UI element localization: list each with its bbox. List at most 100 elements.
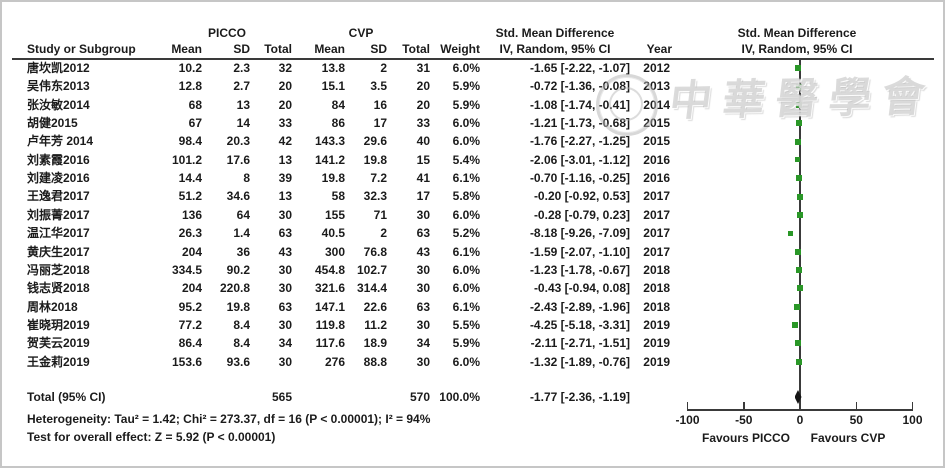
cell-total1: 43 xyxy=(278,244,292,259)
cell-ci: -0.43 [-0.94, 0.08] xyxy=(533,281,630,296)
cell-sd2: 11.2 xyxy=(364,317,387,332)
cell-sd2: 76.8 xyxy=(363,244,387,259)
cell-year: 2015 xyxy=(643,134,670,149)
cell-study: 吴伟东2013 xyxy=(27,79,90,94)
table-row: 刘振菁2017 136 64 30 155 71 30 6.0% -0.28 [-0.79, 0… xyxy=(2,206,943,225)
table-row: 胡健2015 67 14 33 86 17 33 6.0% -1.21 [-1.73, -0.6… xyxy=(2,114,943,133)
cell-mean1: 136 xyxy=(181,207,202,222)
cell-study: 冯丽芝2018 xyxy=(27,262,90,277)
cell-mean2: 13.8 xyxy=(321,61,345,75)
cell-sd1: 20.3 xyxy=(226,134,250,149)
cell-ci: -1.21 [-1.73, -0.68] xyxy=(529,116,630,131)
col-header-weight: Weight xyxy=(440,42,480,56)
cell-ci: -1.08 [-1.74, -0.41] xyxy=(529,97,630,112)
cell-year: 2019 xyxy=(643,336,670,351)
cell-mean1: 10.2 xyxy=(178,61,202,75)
cell-total2: 30 xyxy=(416,281,430,296)
cell-total1: 30 xyxy=(278,317,292,332)
cell-ci: -1.23 [-1.78, -0.67] xyxy=(529,262,630,277)
cell-total1: 20 xyxy=(278,97,292,112)
cell-mean2: 119.8 xyxy=(315,317,345,332)
axis-tick xyxy=(855,402,857,410)
cell-weight: 6.0% xyxy=(452,116,480,131)
cell-total2: 20 xyxy=(416,79,430,94)
cell-study: 刘振菁2017 xyxy=(27,207,90,222)
cell-sd1: 2.3 xyxy=(233,61,250,75)
cell-mean2: 155 xyxy=(324,207,345,222)
cell-sd1: 93.6 xyxy=(226,354,250,369)
cell-mean2: 454.8 xyxy=(314,262,345,277)
cell-total2: 63 xyxy=(416,299,430,314)
cell-weight: 6.0% xyxy=(452,281,480,296)
cell-year: 2018 xyxy=(643,262,670,277)
cell-sd1: 64 xyxy=(236,207,250,222)
smd-marker xyxy=(794,340,801,347)
cell-weight: 5.8% xyxy=(452,189,480,204)
cell-weight: 6.0% xyxy=(452,134,480,149)
cell-study: 胡健2015 xyxy=(27,116,78,131)
cell-weight: 5.9% xyxy=(452,97,480,112)
cell-mean1: 101.2 xyxy=(171,152,202,167)
cell-sd2: 29.6 xyxy=(363,134,387,149)
col-header-sd-picco: SD xyxy=(233,42,250,56)
cell-study: 钱志贤2018 xyxy=(27,281,90,296)
cell-weight: 5.4% xyxy=(452,152,480,167)
cell-total2: 31 xyxy=(416,61,430,75)
cell-year: 2016 xyxy=(643,171,670,186)
cell-study: 温江华2017 xyxy=(27,226,90,241)
cell-ci: -0.70 [-1.16, -0.25] xyxy=(529,171,630,186)
group-header-picco: PICCO xyxy=(207,26,246,40)
cell-sd1: 8.4 xyxy=(233,317,250,332)
cell-sd2: 2 xyxy=(380,61,387,75)
table-row: 吴伟东2013 12.8 2.7 20 15.1 3.5 20 5.9% -0.72 [-1.3… xyxy=(2,77,943,96)
table-row: 刘素霞2016 101.2 17.6 13 141.2 19.8 15 5.4% -2.06 [… xyxy=(2,151,943,170)
cell-study: 贺芙云2019 xyxy=(27,336,90,351)
cell-sd2: 88.8 xyxy=(363,354,387,369)
col-header-year: Year xyxy=(646,42,672,56)
cell-total2: 30 xyxy=(416,262,430,277)
cell-sd1: 34.6 xyxy=(226,189,250,204)
total-n-picco: 565 xyxy=(271,390,292,404)
cell-sd1: 8 xyxy=(243,171,250,186)
smd-marker xyxy=(796,285,803,292)
cell-mean2: 40.5 xyxy=(321,226,345,241)
cell-total2: 41 xyxy=(416,171,430,186)
cell-sd2: 22.6 xyxy=(363,299,387,314)
cell-weight: 5.2% xyxy=(452,226,480,241)
cell-weight: 5.9% xyxy=(452,336,480,351)
cell-mean2: 117.6 xyxy=(315,336,345,351)
cell-ci: -4.25 [-5.18, -3.31] xyxy=(529,317,630,332)
cell-mean2: 143.3 xyxy=(314,134,345,149)
col-header-total-cvp: Total xyxy=(402,42,430,56)
cell-mean2: 147.1 xyxy=(314,299,345,314)
heterogeneity-text: Heterogeneity: Tau² = 1.42; Chi² = 273.3… xyxy=(27,412,431,426)
cell-mean2: 276 xyxy=(324,354,345,369)
cell-total1: 30 xyxy=(278,281,292,296)
cell-year: 2015 xyxy=(643,116,670,131)
cell-sd2: 16 xyxy=(373,97,387,112)
cell-total1: 13 xyxy=(278,189,292,204)
cell-year: 2019 xyxy=(643,354,670,369)
cell-weight: 6.1% xyxy=(452,244,480,259)
cell-total2: 43 xyxy=(416,244,430,259)
cell-mean1: 86.4 xyxy=(178,336,202,351)
cell-study: 黄庆生2017 xyxy=(27,244,90,259)
cell-year: 2014 xyxy=(643,97,670,112)
cell-mean2: 58 xyxy=(331,189,345,204)
header-underline xyxy=(12,58,934,60)
table-row: 卢年芳 2014 98.4 20.3 42 143.3 29.6 40 6.0% -1.76 [… xyxy=(2,132,943,151)
cell-study: 刘建凌2016 xyxy=(27,171,90,186)
table-row: 唐坎凯2012 10.2 2.3 32 13.8 2 31 6.0% -1.65 [-2.22,… xyxy=(2,59,943,78)
cell-total1: 63 xyxy=(278,226,292,241)
cell-ci: -0.28 [-0.79, 0.23] xyxy=(533,207,630,222)
cell-total2: 30 xyxy=(416,354,430,369)
cell-year: 2016 xyxy=(643,152,670,167)
cell-sd1: 1.4 xyxy=(233,226,250,241)
cell-ci: -8.18 [-9.26, -7.09] xyxy=(529,226,630,241)
cell-study: 崔晓玥2019 xyxy=(27,317,90,332)
axis-tick xyxy=(686,402,689,410)
cell-mean1: 26.3 xyxy=(178,226,202,241)
cell-mean2: 300 xyxy=(324,244,345,259)
cell-sd1: 36 xyxy=(236,244,250,259)
cell-study: 王金莉2019 xyxy=(27,354,90,369)
